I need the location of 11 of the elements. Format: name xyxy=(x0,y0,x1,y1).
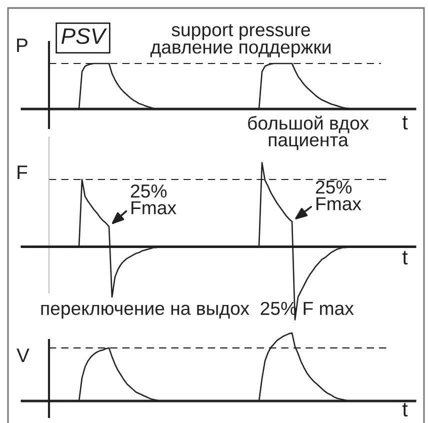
annotation: 25% Fmax xyxy=(316,180,362,210)
x-axis-title: t xyxy=(402,116,408,130)
chart-title: PSV xyxy=(61,28,107,44)
x-axis-title: t xyxy=(402,402,408,417)
text: большой вдох пациента xyxy=(248,116,369,150)
y-axis-title: F xyxy=(18,166,28,180)
annotation: 25% Fmax xyxy=(130,184,176,214)
y-axis-title: V xyxy=(16,348,30,362)
y-axis-title: P xyxy=(17,38,28,52)
ref-line-label: support pressure давление поддержки xyxy=(150,24,330,58)
x-axis-title: t xyxy=(402,250,408,265)
